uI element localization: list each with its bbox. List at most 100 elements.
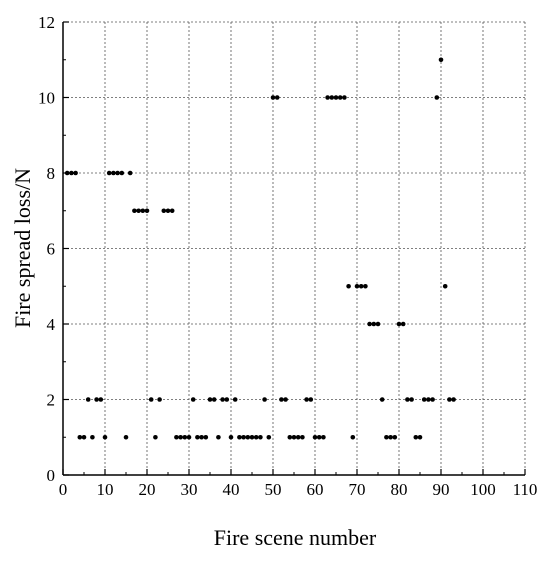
data-point (153, 434, 158, 440)
data-point (308, 397, 314, 402)
data-point (279, 397, 284, 402)
data-point (304, 397, 309, 402)
data-point (421, 397, 427, 402)
data-point (165, 208, 171, 214)
x-axis-title: Fire scene number (214, 525, 377, 550)
x-tick-label: 90 (433, 480, 450, 499)
data-point (379, 397, 385, 402)
x-tick-label: 40 (223, 480, 240, 499)
data-point (333, 95, 339, 100)
y-tick-label: 0 (47, 466, 56, 485)
y-tick-label: 4 (47, 315, 56, 334)
data-point (253, 434, 259, 440)
data-point (287, 434, 293, 440)
data-point (312, 434, 318, 440)
data-point (342, 95, 347, 100)
data-point (325, 95, 330, 100)
y-tick-label: 8 (47, 164, 56, 183)
data-point (169, 208, 175, 214)
y-tick-label: 2 (47, 391, 56, 410)
data-point (190, 397, 196, 402)
data-point (77, 434, 83, 440)
data-point (300, 434, 305, 440)
data-point (111, 170, 116, 176)
data-point (270, 95, 276, 100)
data-point (136, 208, 141, 214)
y-tick-label: 12 (38, 13, 55, 32)
data-point (283, 397, 288, 402)
data-point (186, 434, 192, 440)
data-point (413, 434, 419, 440)
data-point (140, 208, 146, 214)
grid-layer (63, 21, 526, 475)
data-point (400, 321, 406, 327)
data-point (106, 170, 112, 176)
data-point (245, 434, 251, 440)
data-point (102, 434, 108, 440)
data-point (127, 170, 133, 176)
data-point (73, 170, 78, 176)
data-point (266, 434, 272, 440)
data-point (161, 208, 167, 214)
data-point (220, 397, 225, 402)
data-point (119, 170, 125, 176)
x-tick-label: 70 (349, 480, 366, 499)
data-point (295, 434, 301, 440)
data-point (64, 170, 70, 176)
data-point (274, 95, 280, 100)
data-point (426, 397, 431, 402)
data-point (354, 283, 360, 289)
data-point (346, 283, 351, 289)
data-point (388, 434, 393, 440)
data-point (417, 434, 423, 440)
data-point (224, 397, 230, 402)
data-point (396, 321, 402, 327)
data-point (178, 434, 183, 440)
data-point (115, 170, 120, 176)
data-point (81, 434, 87, 440)
data-point (148, 397, 154, 402)
data-point (199, 434, 204, 440)
data-point (451, 397, 456, 402)
data-point (329, 95, 335, 100)
data-point (405, 397, 410, 402)
data-point (90, 434, 95, 440)
data-point (358, 283, 364, 289)
data-point (384, 434, 389, 440)
data-point (409, 397, 414, 402)
data-point (182, 434, 188, 440)
data-point (434, 95, 440, 100)
data-point (85, 397, 91, 402)
data-point (211, 397, 217, 402)
data-point (363, 283, 368, 289)
data-point (291, 434, 297, 440)
x-tick-label: 60 (307, 480, 324, 499)
data-point (430, 397, 435, 402)
data-point (195, 434, 200, 440)
data-point (69, 170, 74, 176)
data-point (232, 397, 238, 402)
data-point (337, 95, 343, 100)
x-tick-label: 10 (97, 480, 114, 499)
x-tick-label: 30 (181, 480, 198, 499)
data-point (367, 321, 372, 327)
data-point (438, 57, 444, 63)
x-tick-label: 0 (59, 480, 68, 499)
data-point (371, 321, 377, 327)
data-point (98, 397, 104, 402)
data-point (132, 208, 137, 214)
axes-layer: 0 10 20 30 40 50 60 70 80 90 100 110 0 2 4 6 8 10 12 (38, 13, 537, 499)
y-tick-label: 10 (38, 89, 55, 108)
data-point (262, 397, 267, 402)
data-point (375, 321, 381, 327)
x-tick-label: 80 (391, 480, 408, 499)
data-point (157, 397, 162, 402)
data-point (123, 434, 129, 440)
data-point (216, 434, 221, 440)
x-tick-label: 100 (470, 480, 496, 499)
data-point (207, 397, 213, 402)
data-point (350, 434, 356, 440)
data-point (392, 434, 398, 440)
